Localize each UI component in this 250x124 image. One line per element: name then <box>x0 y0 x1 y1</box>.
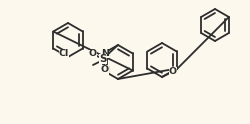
Text: S: S <box>99 54 107 64</box>
Text: N: N <box>101 66 109 75</box>
Text: N: N <box>101 49 109 58</box>
Text: Cl: Cl <box>59 49 69 59</box>
Text: O: O <box>101 64 109 74</box>
Text: O: O <box>169 66 177 76</box>
Text: O: O <box>89 49 97 59</box>
